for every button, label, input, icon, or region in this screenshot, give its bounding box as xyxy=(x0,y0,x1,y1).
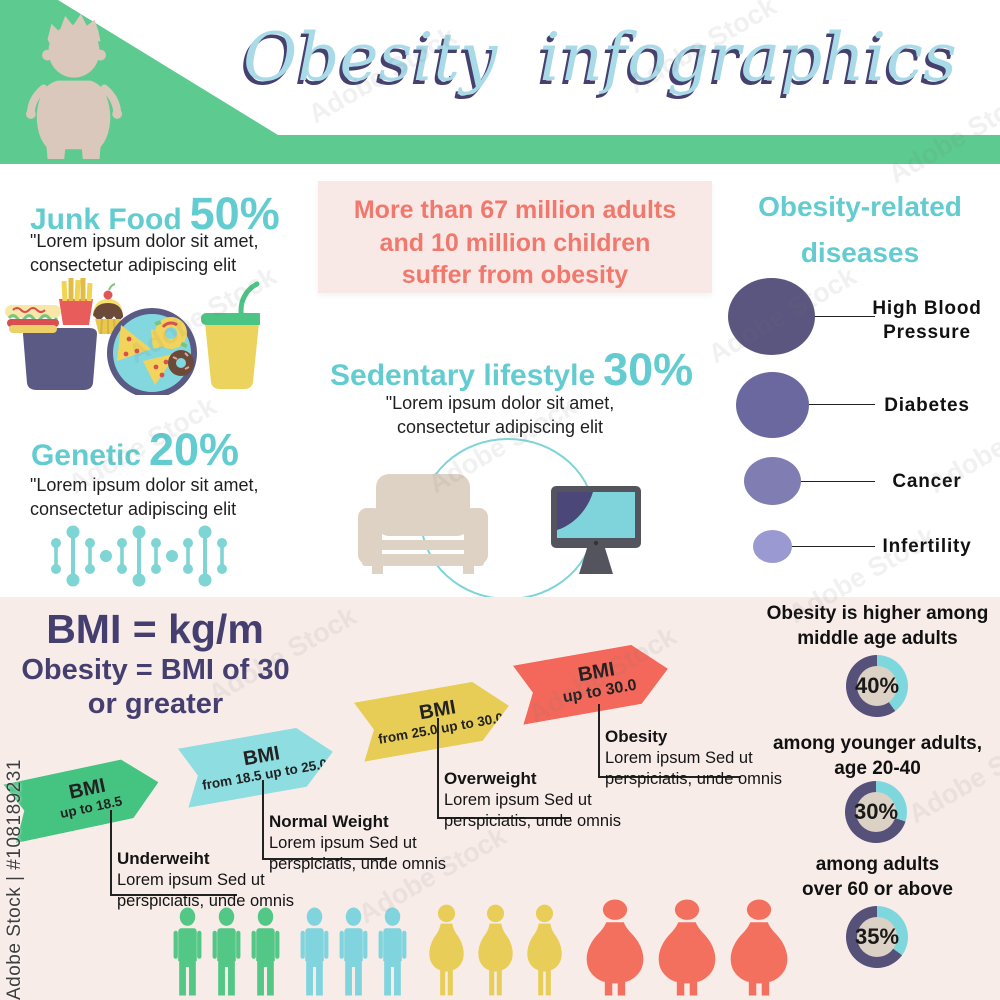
donut-value: 35% xyxy=(854,924,900,949)
person-figure-large xyxy=(584,899,646,996)
connector-line xyxy=(262,858,386,860)
sofa-icon xyxy=(358,474,488,574)
bubble-high-blood-pressure xyxy=(728,278,815,355)
bmi-label-normal-weight: Normal Weight Lorem ipsum Sed ut perspic… xyxy=(269,812,447,873)
bubble-diabetes xyxy=(736,372,809,438)
dna-icon xyxy=(51,525,227,587)
person-figure-large xyxy=(656,899,718,996)
bmi-label-obesity: Obesity Lorem ipsum Sed ut perspiciatis,… xyxy=(605,727,783,788)
person-figure-slim xyxy=(339,907,368,996)
person-figure-medium xyxy=(525,904,564,996)
page-title: Obesity infographics xyxy=(243,19,957,96)
connector-line xyxy=(110,810,112,896)
bmi-formula: BMI = kg/m xyxy=(46,606,264,652)
donut-caption-middle-age: Obesity is higher among middle age adult… xyxy=(766,603,989,649)
connector-line xyxy=(801,481,875,482)
person-figure-medium xyxy=(427,904,466,996)
disease-label-diabetes: Diabetes xyxy=(884,395,970,416)
junk-food-heading: Junk Food 50% xyxy=(30,188,280,240)
connector-line xyxy=(815,316,875,317)
person-figure-medium xyxy=(476,904,515,996)
person-figure-slim xyxy=(378,907,407,996)
bubble-cancer xyxy=(744,457,801,505)
donut-chart-30: 30% xyxy=(845,781,907,843)
junk-food-illustration xyxy=(5,278,260,395)
genetic-heading: Genetic 20% xyxy=(25,424,245,476)
computer-monitor-icon xyxy=(551,486,641,574)
diseases-title-line1: Obesity-related xyxy=(758,191,962,222)
person-figure-slim xyxy=(173,907,202,996)
bmi-subtitle-line1: Obesity = BMI of 30 xyxy=(21,654,290,686)
junk-food-percent: 50% xyxy=(189,188,280,239)
bmi-subtitle-line2: or greater xyxy=(87,688,224,720)
connector-line xyxy=(437,817,571,819)
bubble-infertility xyxy=(753,530,792,563)
junk-food-label: Junk Food xyxy=(30,203,182,236)
bmi-label-overweight: Overweight Lorem ipsum Sed ut perspiciat… xyxy=(444,769,622,830)
sedentary-quote: "Lorem ipsum dolor sit amet, consectetur… xyxy=(385,393,615,437)
person-figure-slim xyxy=(300,907,329,996)
connector-line xyxy=(792,546,875,547)
genetic-percent: 20% xyxy=(148,424,240,475)
population-row xyxy=(173,896,790,996)
donut-chart-35: 35% xyxy=(846,906,908,968)
disease-label-cancer: Cancer xyxy=(892,471,962,492)
headline-stat-box: More than 67 million adults and 10 milli… xyxy=(318,181,712,293)
donut-caption-younger-adults: among younger adults, age 20-40 xyxy=(772,733,983,779)
connector-line xyxy=(437,718,439,819)
sedentary-heading: Sedentary lifestyle 30% xyxy=(330,344,693,396)
person-figure-slim xyxy=(212,907,241,996)
junk-food-quote: "Lorem ipsum dolor sit amet, consectetur… xyxy=(30,231,259,275)
disease-label-high-blood-pressure: High Blood Pressure xyxy=(872,298,982,343)
drink-cup-icon xyxy=(205,323,259,389)
stock-watermark-id: Adobe Stock | #108189231 xyxy=(4,759,25,1000)
donut-caption-over-60: among adults over 60 or above xyxy=(801,854,954,900)
fries-box-icon xyxy=(59,299,93,325)
genetic-quote: "Lorem ipsum dolor sit amet, consectetur… xyxy=(30,475,259,519)
obese-child-silhouette-icon xyxy=(25,13,123,160)
donut-chart-40: 40% xyxy=(846,655,908,717)
genetic-label: Genetic xyxy=(30,439,141,472)
disease-label-infertility: Infertility xyxy=(882,536,972,557)
sedentary-percent: 30% xyxy=(603,344,694,395)
connector-line xyxy=(598,704,600,778)
connector-line xyxy=(110,894,237,896)
bin-icon xyxy=(23,328,97,390)
person-figure-large xyxy=(728,899,790,996)
sedentary-label: Sedentary lifestyle xyxy=(330,359,596,392)
diseases-title-line2: diseases xyxy=(800,237,920,268)
connector-line xyxy=(598,776,741,778)
connector-line xyxy=(262,780,264,860)
person-figure-slim xyxy=(251,907,280,996)
donut-value: 40% xyxy=(854,673,900,698)
bmi-label-underweight: Underweiht Lorem ipsum Sed ut perspiciat… xyxy=(117,849,295,910)
connector-line xyxy=(809,404,875,405)
donut-value: 30% xyxy=(853,799,899,824)
